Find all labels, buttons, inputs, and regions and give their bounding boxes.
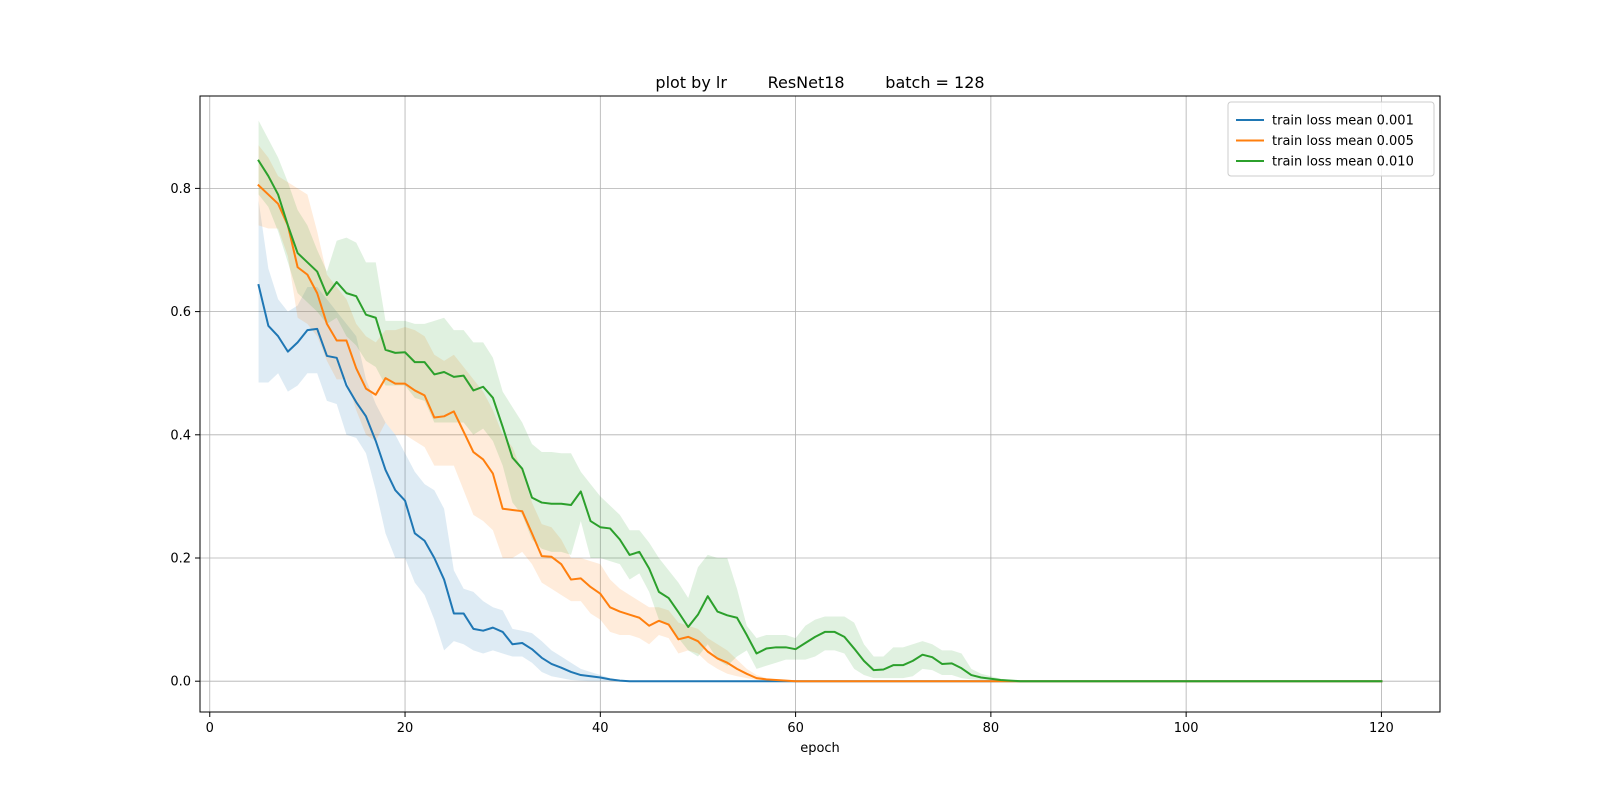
x-axis-label: epoch xyxy=(800,741,840,756)
legend-entry: train loss mean 0.010 xyxy=(1236,155,1414,170)
legend-entry: train loss mean 0.001 xyxy=(1236,114,1414,129)
y-tick-label: 0.4 xyxy=(170,428,191,443)
x-tick-label: 20 xyxy=(397,721,414,736)
series-lines xyxy=(257,159,1383,683)
legend-entry: train loss mean 0.005 xyxy=(1236,134,1414,149)
series-2-band xyxy=(258,145,1382,682)
series-3-line xyxy=(257,159,1383,683)
confidence-bands xyxy=(258,120,1382,682)
x-tick-label: 40 xyxy=(592,721,609,736)
x-tick-label: 0 xyxy=(206,721,214,736)
x-tick-label: 80 xyxy=(983,721,1000,736)
plot-frame xyxy=(199,95,1441,713)
y-tick-label: 0.0 xyxy=(170,675,191,690)
x-tick-label: 100 xyxy=(1174,721,1199,736)
legend-label: train loss mean 0.005 xyxy=(1272,134,1414,149)
legend-box xyxy=(1227,101,1435,177)
x-tick-label: 60 xyxy=(787,721,804,736)
legend: train loss mean 0.001 train loss mean 0.0… xyxy=(1227,101,1435,177)
x-tick-label: 120 xyxy=(1369,721,1394,736)
legend-label: train loss mean 0.010 xyxy=(1272,155,1414,170)
y-tick-label: 0.8 xyxy=(170,182,191,197)
series-3-band xyxy=(258,120,1382,682)
grid xyxy=(200,96,1440,712)
chart-title: plot by lr ResNet18 batch = 128 xyxy=(655,73,984,92)
y-tick-label: 0.2 xyxy=(170,552,191,567)
y-tick-label: 0.6 xyxy=(170,305,191,320)
legend-label: train loss mean 0.001 xyxy=(1272,114,1414,129)
axis-ticks: 0 20 40 60 80 100 120 0.0 0.2 0.4 0.6 0.8 xyxy=(170,182,1394,736)
